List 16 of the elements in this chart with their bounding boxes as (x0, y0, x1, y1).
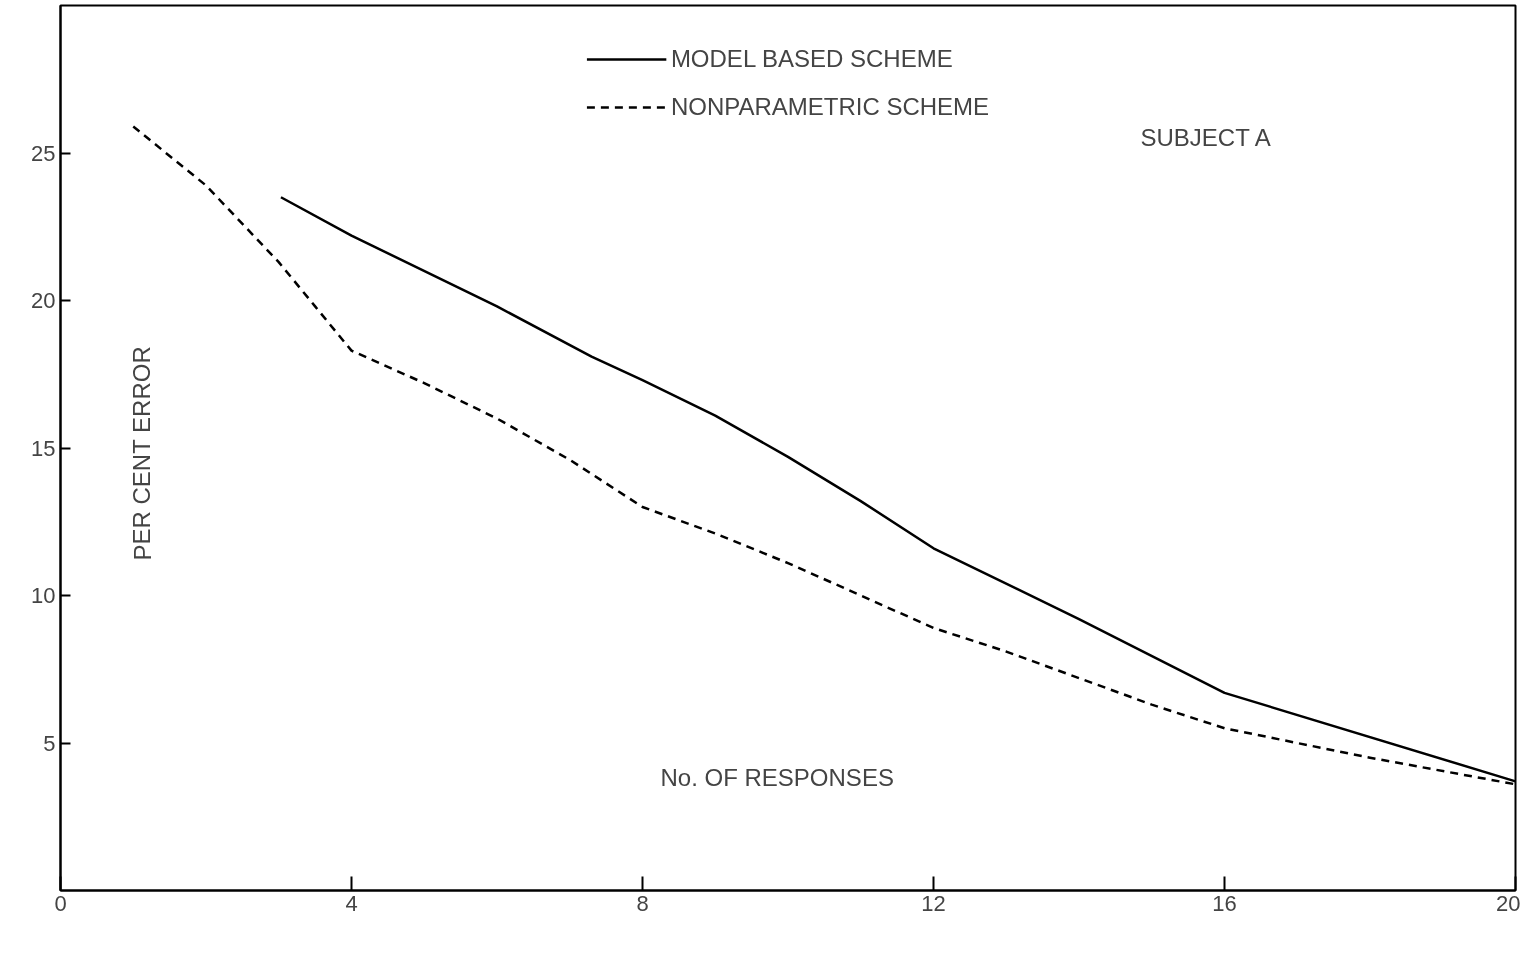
legend-label: MODEL BASED SCHEME (670, 45, 953, 73)
annotation: SUBJECT A (1140, 123, 1271, 151)
x-tick-label: 12 (921, 890, 946, 916)
y-axis-title: PER CENT ERROR (128, 346, 156, 561)
y-tick-label: 15 (31, 435, 56, 461)
x-tick-label: 16 (1212, 890, 1237, 916)
x-tick-label: 20 (1496, 890, 1521, 916)
legend-label: NONPARAMETRIC SCHEME (670, 93, 990, 121)
x-tick-label: 0 (54, 890, 67, 916)
y-tick-label: 20 (31, 288, 56, 313)
y-tick-label: 25 (31, 140, 56, 166)
x-axis-title: No. OF RESPONSES (660, 763, 894, 791)
y-tick-label: 5 (43, 730, 56, 756)
y-tick-label: 10 (31, 583, 56, 608)
x-tick-label: 8 (636, 890, 649, 916)
x-tick-label: 4 (345, 890, 358, 916)
